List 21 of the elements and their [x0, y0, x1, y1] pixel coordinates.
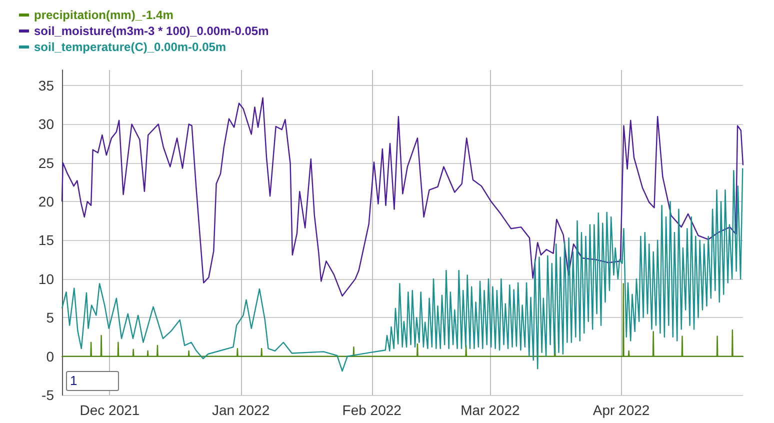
line-series: [61, 282, 744, 357]
x-tick-label: Apr 2022: [592, 402, 650, 418]
y-tick-label: 30: [38, 116, 54, 132]
y-tick-label: 10: [38, 270, 54, 287]
line-series: [61, 168, 744, 372]
y-tick-label: 35: [38, 77, 54, 94]
y-tick-label: 25: [38, 154, 54, 171]
y-tick-label: 0: [46, 348, 54, 364]
text-field: 1: [66, 371, 119, 391]
y-tick-label: -5: [42, 387, 54, 403]
x-tick-label: Dec 2021: [80, 402, 140, 418]
x-tick-label: Jan 2022: [212, 402, 270, 418]
y-tick-label: 20: [38, 194, 54, 210]
x-tick-label: Mar 2022: [460, 402, 520, 418]
legend-label: soil_moisture(m3m-3 * 100)_0.00m-0.05m: [34, 24, 269, 38]
legend-label: precipitation(mm)_-1.4m: [34, 8, 174, 22]
y-tick-label: 15: [38, 232, 54, 248]
x-tick-label: Feb 2022: [342, 402, 402, 418]
legend-label: soil_temperature(C)_0.00m-0.05m: [34, 40, 226, 54]
line-series: [61, 97, 744, 297]
y-tick-label: 5: [46, 310, 54, 326]
